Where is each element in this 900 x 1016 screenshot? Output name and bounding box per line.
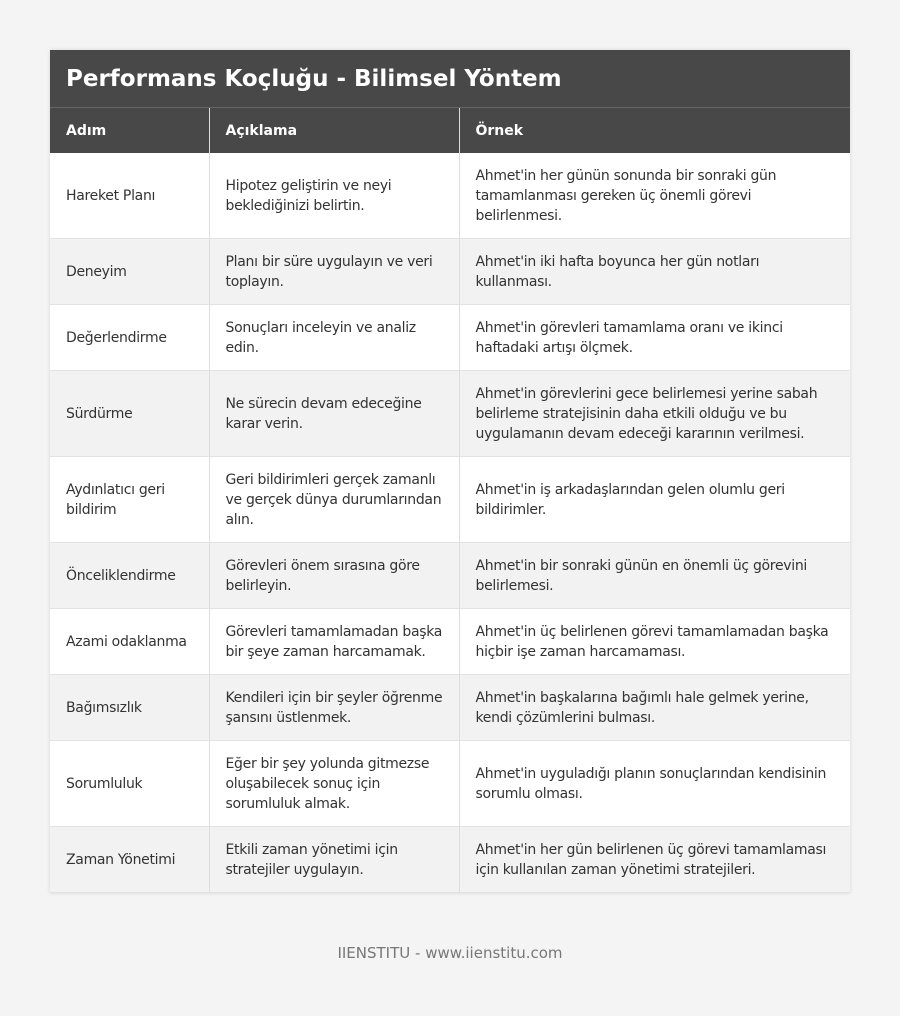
table-row: Önceliklendirme Görevleri önem sırasına g… [50, 542, 850, 609]
cell-description: Sonuçları inceleyin ve analiz edin. [209, 304, 460, 371]
table-row: Sürdürme Ne sürecin devam edeceğine karar… [50, 370, 850, 457]
cell-step: Sürdürme [50, 370, 210, 457]
table-row: Azami odaklanma Görevleri tamamlamadan ba… [50, 608, 850, 675]
cell-description: Geri bildirimleri gerçek zamanlı ve gerç… [209, 456, 460, 543]
cell-description: Ne sürecin devam edeceğine karar verin. [209, 370, 460, 457]
table-row: Sorumluluk Eğer bir şey yolunda gitmezse … [50, 740, 850, 827]
cell-example: Ahmet'in başkalarına bağımlı hale gelmek… [459, 674, 850, 741]
cell-description: Kendileri için bir şeyler öğrenme şansın… [209, 674, 460, 741]
cell-step: Deneyim [50, 238, 210, 305]
header-row: Adım Açıklama Örnek [50, 108, 850, 153]
cell-step: Önceliklendirme [50, 542, 210, 609]
footer-credit: IIENSTITU - www.iienstitu.com [337, 944, 563, 962]
cell-step: Bağımsızlık [50, 674, 210, 741]
cell-example: Ahmet'in her günün sonunda bir sonraki g… [459, 153, 850, 239]
cell-description: Etkili zaman yönetimi için stratejiler u… [209, 826, 460, 893]
column-header-step: Adım [50, 108, 210, 153]
cell-step: Aydınlatıcı geri bildirim [50, 456, 210, 543]
cell-description: Planı bir süre uygulayın ve veri toplayı… [209, 238, 460, 305]
table-row: Değerlendirme Sonuçları inceleyin ve anal… [50, 304, 850, 371]
page-title: Performans Koçluğu - Bilimsel Yöntem [50, 50, 850, 108]
cell-example: Ahmet'in iki hafta boyunca her gün notla… [459, 238, 850, 305]
cell-example: Ahmet'in her gün belirlenen üç görevi ta… [459, 826, 850, 893]
cell-description: Eğer bir şey yolunda gitmezse oluşabilec… [209, 740, 460, 827]
cell-step: Hareket Planı [50, 153, 210, 239]
cell-description: Görevleri önem sırasına göre belirleyin. [209, 542, 460, 609]
table-row: Hareket Planı Hipotez geliştirin ve neyi … [50, 153, 850, 239]
cell-step: Değerlendirme [50, 304, 210, 371]
cell-example: Ahmet'in görevlerini gece belirlemesi ye… [459, 370, 850, 457]
table-row: Zaman Yönetimi Etkili zaman yönetimi için… [50, 826, 850, 893]
table-row: Bağımsızlık Kendileri için bir şeyler öğr… [50, 674, 850, 741]
cell-step: Sorumluluk [50, 740, 210, 827]
cell-example: Ahmet'in üç belirlenen görevi tamamlamad… [459, 608, 850, 675]
column-header-description: Açıklama [209, 108, 460, 153]
data-table: Adım Açıklama Örnek Hareket Planı Hipotez… [50, 108, 850, 893]
table-card: Performans Koçluğu - Bilimsel Yöntem Adı… [50, 50, 850, 893]
cell-example: Ahmet'in iş arkadaşlarından gelen olumlu… [459, 456, 850, 543]
table-row: Aydınlatıcı geri bildirim Geri bildirimle… [50, 456, 850, 543]
cell-example: Ahmet'in uyguladığı planın sonuçlarından… [459, 740, 850, 827]
cell-example: Ahmet'in bir sonraki günün en önemli üç … [459, 542, 850, 609]
cell-description: Hipotez geliştirin ve neyi beklediğinizi… [209, 153, 460, 239]
column-header-example: Örnek [459, 108, 850, 153]
cell-step: Zaman Yönetimi [50, 826, 210, 893]
cell-example: Ahmet'in görevleri tamamlama oranı ve ik… [459, 304, 850, 371]
table-row: Deneyim Planı bir süre uygulayın ve veri … [50, 238, 850, 305]
cell-description: Görevleri tamamlamadan başka bir şeye za… [209, 608, 460, 675]
cell-step: Azami odaklanma [50, 608, 210, 675]
